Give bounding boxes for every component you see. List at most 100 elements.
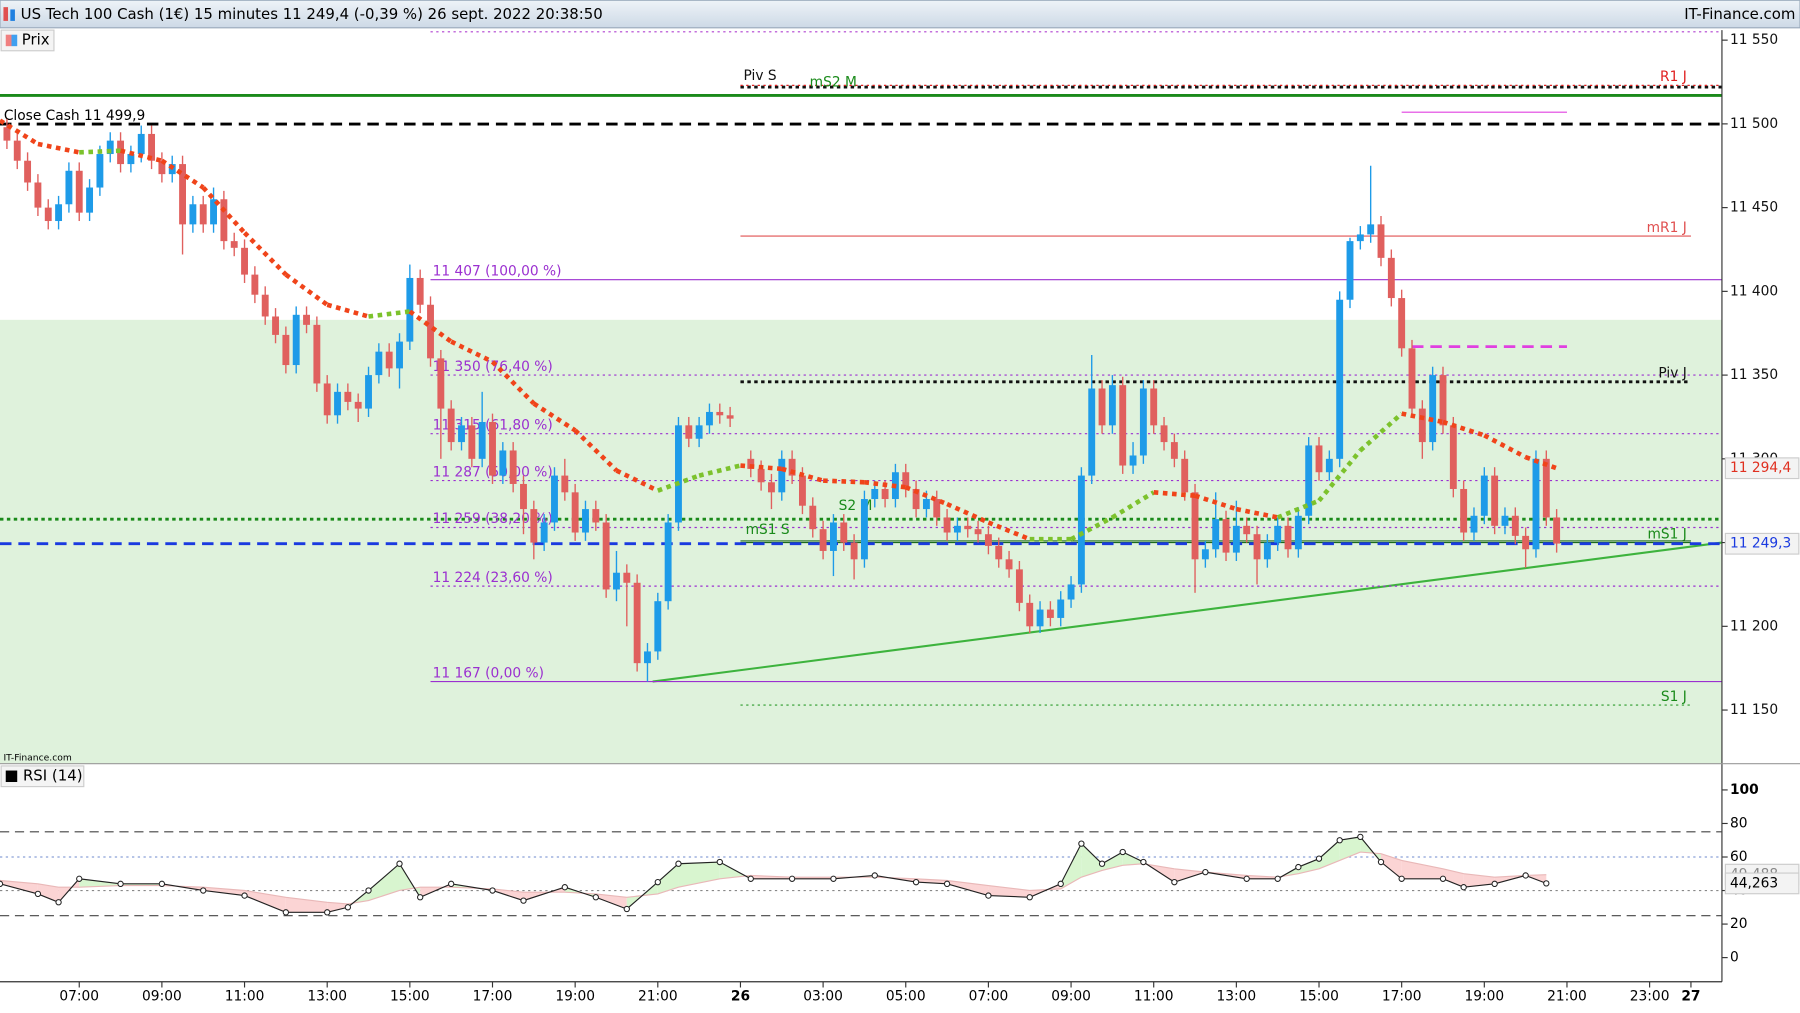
candle-body (1057, 599, 1065, 618)
ma-segment (698, 463, 741, 478)
rsi-fill (1401, 860, 1443, 879)
ma-segment (987, 520, 1031, 542)
rsi-point (788, 875, 796, 882)
ma-segment (201, 185, 247, 235)
candle-body (664, 522, 672, 602)
candle-body (396, 341, 403, 369)
rsi-fill (988, 885, 1030, 898)
candle-body (1212, 519, 1220, 550)
candle-body (540, 522, 548, 543)
rsi-point (592, 894, 599, 901)
candle-body (427, 304, 434, 359)
candle-body (881, 488, 889, 500)
x-tick-label: 27 (1681, 989, 1700, 1005)
candle-body (1284, 525, 1292, 550)
candle-body (1181, 458, 1189, 493)
candle-body (1439, 375, 1447, 426)
ma-segment (37, 141, 80, 155)
candle-body (768, 482, 775, 493)
candle-body (127, 154, 135, 165)
candle-body (1367, 224, 1375, 235)
x-tick-label: 05:00 (886, 989, 926, 1005)
ma-segment (1153, 490, 1196, 498)
rsi-fill (1463, 873, 1495, 888)
ma-segment (450, 339, 494, 364)
rsi-point (448, 880, 455, 887)
rsi-tick-label: 100 (1730, 782, 1759, 798)
rsi-point (34, 890, 42, 898)
candle-body (313, 324, 321, 384)
rsi-point (747, 875, 754, 882)
x-tick-label: 19:00 (555, 989, 595, 1005)
level-label: 11 167 (0,00 %) (433, 665, 544, 681)
rsi-point (1078, 840, 1085, 847)
candle-body (798, 475, 806, 506)
price-badge (1724, 532, 1800, 555)
legend-label: Prix (22, 30, 50, 48)
candle-body (375, 351, 383, 376)
candle-body (158, 160, 166, 175)
candle-body (912, 488, 920, 510)
y-tick-label: 11 200 (1730, 618, 1778, 634)
rsi-point (1057, 880, 1064, 887)
candle-body (1377, 224, 1385, 258)
candle-body (1170, 442, 1178, 459)
x-tick-label: 15:00 (1299, 989, 1339, 1005)
candle-body (1315, 445, 1323, 473)
rsi-point (117, 880, 124, 887)
candle-body (241, 247, 248, 275)
ma-segment (120, 148, 163, 163)
candle-body (96, 154, 104, 188)
rsi-fill (0, 880, 38, 894)
x-tick-label: 13:00 (1217, 989, 1257, 1005)
rsi-point (1243, 875, 1250, 882)
candle-body (303, 314, 310, 325)
candle-body (416, 277, 424, 305)
rsi-fill (1339, 836, 1361, 861)
y-tick-label: 11 150 (1730, 702, 1778, 718)
candle-body (210, 199, 217, 225)
candle-body (344, 391, 352, 402)
legend-icon (5, 770, 18, 783)
source: IT-Finance.com (1684, 5, 1795, 23)
ma-segment (1483, 433, 1527, 460)
rsi-point (0, 880, 4, 887)
rsi-fill (1319, 840, 1340, 869)
candle-body (757, 468, 765, 483)
rsi-point (1460, 884, 1467, 891)
candle-body (230, 241, 238, 248)
candle-body (509, 450, 517, 484)
rsi-point (200, 887, 207, 894)
rsi-fill (203, 887, 245, 896)
rsi-point (520, 897, 527, 904)
candle-body (189, 204, 197, 225)
candle-body (633, 582, 641, 664)
candle-body (933, 499, 941, 518)
candle-body (458, 425, 465, 443)
rsi-point (943, 880, 951, 887)
candle-body (1522, 535, 1530, 550)
candle-body (571, 492, 579, 533)
candle-body (1356, 234, 1364, 242)
level-label: mS1 S (746, 522, 790, 538)
candle-body (148, 133, 156, 161)
y-tick-label: 11 550 (1730, 32, 1778, 48)
candle-body (860, 499, 868, 560)
candle-body (829, 522, 837, 551)
candle-body (1150, 388, 1158, 426)
rsi-point (912, 879, 920, 886)
candle-body (995, 545, 1003, 560)
candle-body (984, 534, 992, 546)
candle-body (251, 274, 259, 295)
candle-body (902, 472, 910, 489)
rsi-point (561, 884, 568, 891)
rsi-point (1315, 855, 1323, 862)
candle-body (788, 458, 796, 476)
candle-body (199, 204, 207, 225)
candle-body (871, 488, 879, 500)
rsi-point (1026, 894, 1033, 901)
ma-segment (1401, 411, 1444, 425)
candle-body (1429, 375, 1437, 443)
candle-body (65, 170, 73, 205)
candle-body (747, 458, 755, 469)
